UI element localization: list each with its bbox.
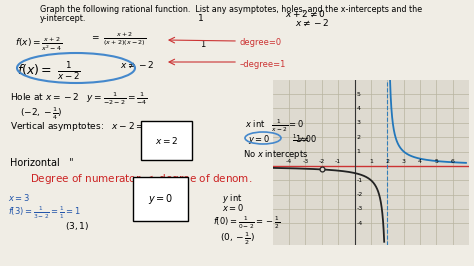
Text: $x=2$: $x=2$ [155, 135, 178, 146]
Text: $y=0$: $y=0$ [248, 133, 270, 146]
Text: -4: -4 [356, 221, 363, 226]
Text: $(-2, -\frac{1}{4})$: $(-2, -\frac{1}{4})$ [20, 105, 62, 122]
Text: $x$ int   $\frac{1}{x-2}=0$: $x$ int $\frac{1}{x-2}=0$ [245, 118, 304, 134]
Text: -2: -2 [319, 159, 325, 164]
Text: -1: -1 [356, 178, 363, 183]
Text: 4: 4 [418, 159, 422, 164]
Text: $\frac{1}{\;}\neq 0$: $\frac{1}{\;}\neq 0$ [292, 133, 312, 145]
Text: y-intercept.: y-intercept. [40, 14, 86, 23]
Text: Degree of numerator $<$ degree of denom.: Degree of numerator $<$ degree of denom. [30, 172, 252, 186]
Text: 3: 3 [356, 120, 361, 125]
Text: $(0,-\frac{1}{2})$: $(0,-\frac{1}{2})$ [220, 230, 255, 247]
Text: –degree=1: –degree=1 [240, 60, 286, 69]
Text: $f(0)=\frac{1}{0-2}=-\frac{1}{2}$: $f(0)=\frac{1}{0-2}=-\frac{1}{2}$ [213, 215, 280, 231]
Text: 1: 1 [198, 14, 204, 23]
Text: -3: -3 [302, 159, 309, 164]
Text: 5: 5 [356, 92, 360, 97]
Text: $x \neq -2$: $x \neq -2$ [295, 18, 329, 28]
Text: $f(x)=\;\frac{1}{x-2}$: $f(x)=\;\frac{1}{x-2}$ [17, 60, 81, 82]
Text: 1: 1 [200, 40, 205, 49]
Text: $y$ int: $y$ int [222, 192, 243, 205]
Text: 2: 2 [385, 159, 389, 164]
Text: 2: 2 [356, 135, 361, 140]
Text: $f(x)=\frac{x+2}{x^2-4}$: $f(x)=\frac{x+2}{x^2-4}$ [15, 35, 62, 53]
Text: No $x$ intercepts: No $x$ intercepts [243, 148, 309, 161]
Text: Graph the following rational function.  List any asymptotes, holes, and the x-in: Graph the following rational function. L… [40, 5, 422, 14]
Text: Vertical asymptotes:   $x-2=0$: Vertical asymptotes: $x-2=0$ [10, 120, 152, 133]
Text: 3: 3 [401, 159, 406, 164]
Text: $=\;\frac{x+2}{(x+2)(x-2)}$: $=\;\frac{x+2}{(x+2)(x-2)}$ [90, 30, 146, 48]
Text: 5: 5 [435, 159, 438, 164]
Text: -2: -2 [356, 192, 363, 197]
Text: Hole at $x=-2$   $y=\frac{1}{-2-2}=\frac{1}{-4}$: Hole at $x=-2$ $y=\frac{1}{-2-2}=\frac{1… [10, 90, 148, 107]
Text: deɡree=0: deɡree=0 [240, 38, 282, 47]
Text: $x=3$: $x=3$ [8, 192, 30, 203]
Text: $f(3)=\frac{1}{3-2}=\frac{1}{1}=1$: $f(3)=\frac{1}{3-2}=\frac{1}{1}=1$ [8, 205, 81, 221]
Text: $1\neq 0$: $1\neq 0$ [295, 133, 317, 144]
Text: Horizontal   ": Horizontal " [10, 158, 73, 168]
Text: $(3,1)$: $(3,1)$ [65, 220, 89, 232]
Text: 4: 4 [356, 106, 361, 111]
Text: 1: 1 [369, 159, 373, 164]
Text: 6: 6 [451, 159, 455, 164]
Text: -3: -3 [356, 206, 363, 211]
Text: $x=0$: $x=0$ [222, 202, 244, 213]
Text: -4: -4 [286, 159, 292, 164]
Text: 1: 1 [356, 149, 360, 154]
Text: $y=0$: $y=0$ [148, 192, 173, 206]
Text: -1: -1 [335, 159, 341, 164]
Text: $x+2 \neq 0$: $x+2 \neq 0$ [285, 9, 326, 19]
Text: $x \neq -2$: $x \neq -2$ [120, 60, 155, 70]
